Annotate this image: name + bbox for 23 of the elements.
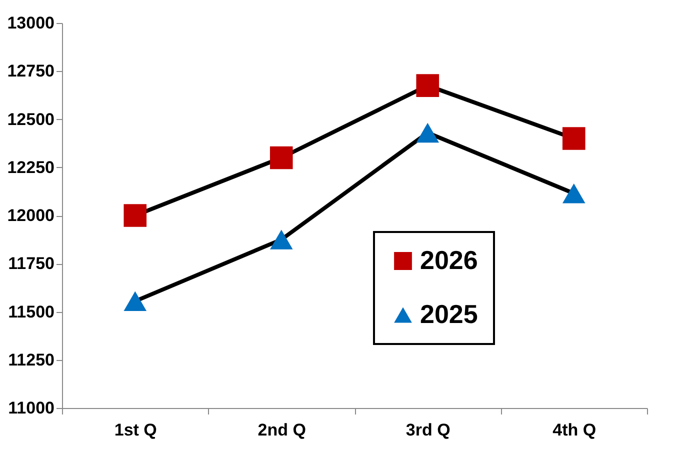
x-tick-label: 3rd Q (406, 420, 450, 440)
y-tick-label: 12500 (7, 110, 54, 129)
point (270, 146, 293, 170)
point (124, 291, 147, 312)
x-tick-label: 1st Q (114, 420, 157, 440)
point (124, 204, 147, 227)
point (562, 127, 586, 150)
y-tick-label: 11500 (8, 302, 54, 322)
point (270, 230, 293, 250)
y-tick-label: 11250 (8, 350, 54, 370)
point (416, 74, 440, 97)
y-tick-label: 12000 (7, 206, 54, 225)
point (416, 122, 440, 143)
y-tick-label: 12750 (7, 62, 54, 81)
x-tick-label: 4th Q (552, 420, 596, 440)
x-tick-label: 2nd Q (258, 420, 306, 440)
legend-label: 2026 (420, 245, 478, 275)
legend-label: 2025 (420, 299, 478, 329)
y-tick-label: 11000 (8, 398, 54, 418)
point (562, 183, 586, 204)
y-tick-label: 13000 (7, 14, 54, 32)
y-tick-label: 11750 (8, 254, 54, 274)
y-tick-label: 12250 (7, 158, 54, 177)
